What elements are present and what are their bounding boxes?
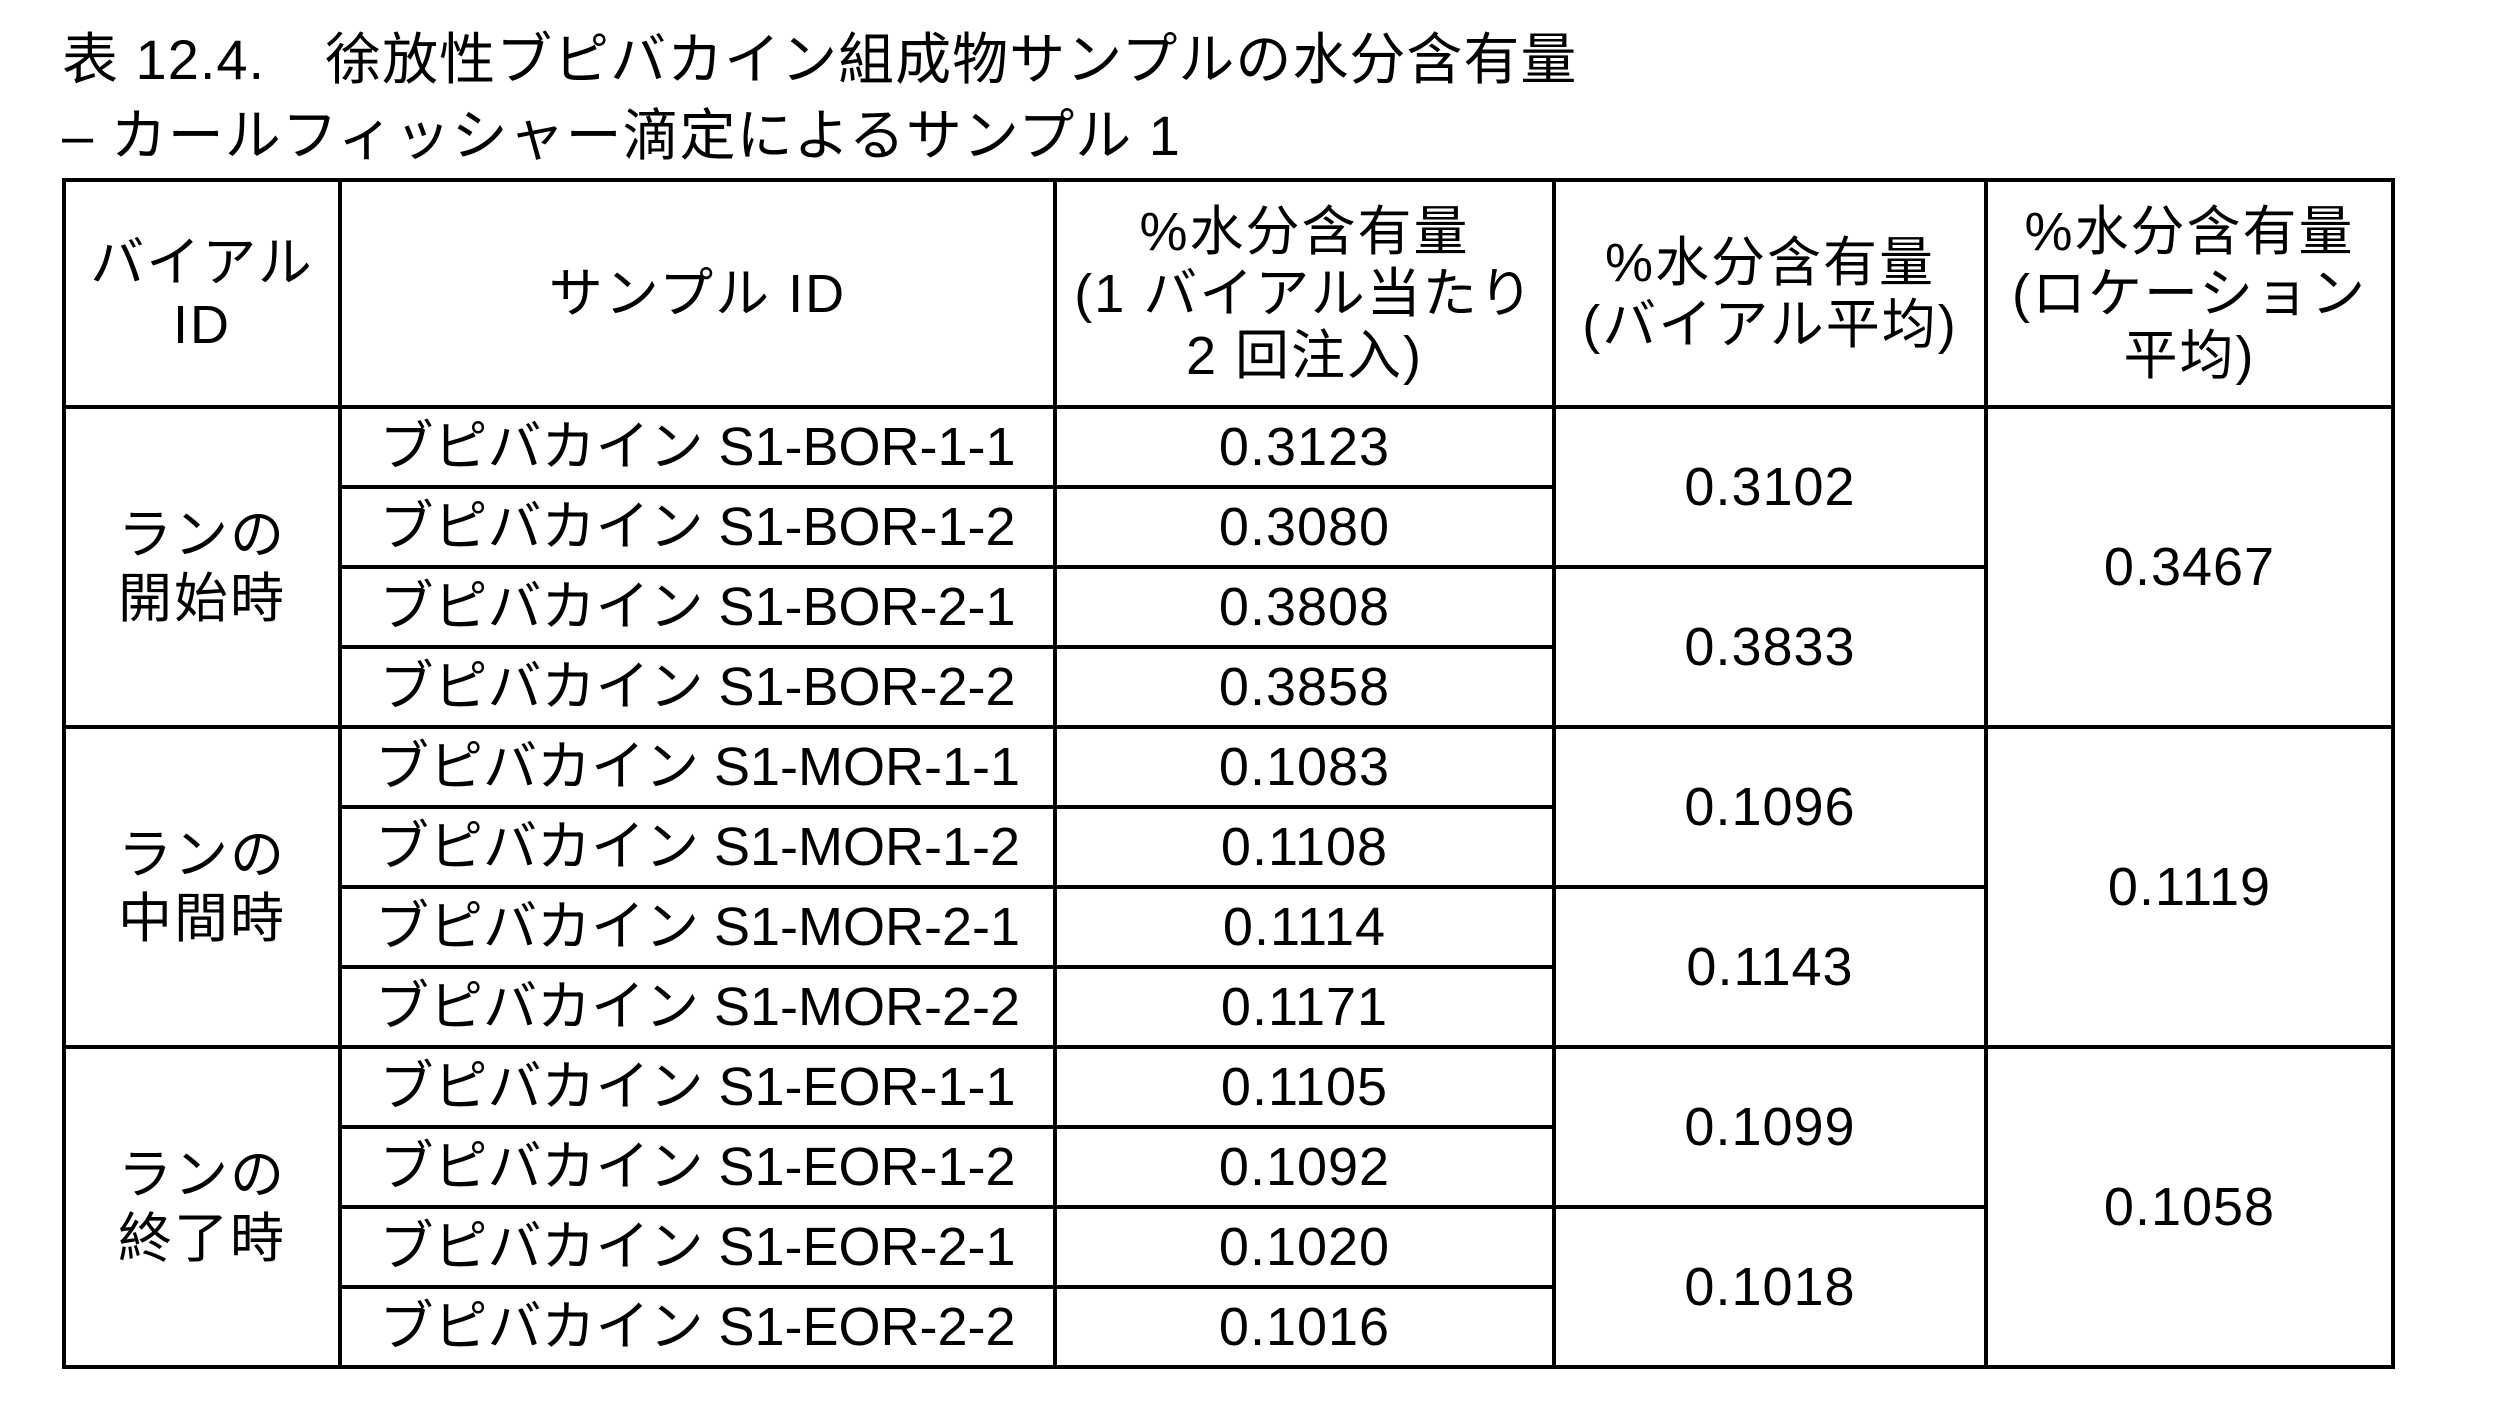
sample-id: ブピバカイン S1-MOR-2-2	[338, 965, 1057, 1049]
group-label-end: ランの 終了時	[62, 1045, 342, 1369]
injection-value: 0.1105	[1053, 1045, 1556, 1129]
injection-value: 0.3080	[1053, 485, 1556, 569]
sample-id: ブピバカイン S1-BOR-1-1	[338, 405, 1057, 489]
table-row: ランの 中間時 ブピバカイン S1-MOR-1-1 0.1083 0.1096 …	[62, 725, 2395, 1049]
table-row: ブピバカイン S1-EOR-2-1 0.1020 0.1018	[64, 1205, 2393, 1369]
location-average: 0.1058	[1984, 1045, 2395, 1369]
table-row: ブピバカイン S1-BOR-2-1 0.3808 0.3833	[64, 565, 2393, 729]
table-subtitle: – カールフィッシャー滴定によるサンプル 1	[62, 104, 1181, 167]
water-content-table: バイアル ID サンプル ID %水分含有量 (1 バイアル当たり 2 回注入)…	[62, 178, 2395, 1369]
location-average: 0.3467	[1984, 405, 2395, 729]
sample-id: ブピバカイン S1-MOR-1-2	[338, 805, 1057, 889]
table-caption: 表 12.4. 徐放性ブピバカイン組成物サンプルの水分含有量	[62, 26, 1577, 94]
injection-value: 0.1020	[1053, 1205, 1556, 1289]
table-row: ブピバカイン S1-EOR-2-2 0.1016	[64, 1285, 2393, 1369]
vial-average: 0.1143	[1552, 885, 1988, 1049]
injection-value: 0.1083	[1053, 725, 1556, 809]
header-per-injection: %水分含有量 (1 バイアル当たり 2 回注入)	[1053, 178, 1556, 409]
sample-id: ブピバカイン S1-BOR-2-2	[338, 645, 1057, 729]
group-label-start: ランの 開始時	[62, 405, 342, 729]
vial-average: 0.1018	[1552, 1205, 1988, 1369]
header-vial-average: %水分含有量 (バイアル平均)	[1552, 178, 1988, 409]
table-row: ブピバカイン S1-BOR-1-2 0.3080	[64, 485, 2393, 569]
table-row: ブピバカイン S1-MOR-2-2 0.1171	[64, 965, 2393, 1049]
injection-value: 0.3123	[1053, 405, 1556, 489]
sample-id: ブピバカイン S1-BOR-1-2	[338, 485, 1057, 569]
header-location-average: %水分含有量 (ロケーション 平均)	[1984, 178, 2395, 409]
injection-value: 0.1016	[1053, 1285, 1556, 1369]
injection-value: 0.1114	[1053, 885, 1556, 969]
table-row: ブピバカイン S1-MOR-1-2 0.1108	[64, 805, 2393, 889]
table-title: 徐放性ブピバカイン組成物サンプルの水分含有量	[325, 28, 1578, 91]
vial-average: 0.1096	[1552, 725, 1988, 889]
header-row: バイアル ID サンプル ID %水分含有量 (1 バイアル当たり 2 回注入)…	[62, 178, 2395, 409]
sample-id: ブピバカイン S1-MOR-2-1	[338, 885, 1057, 969]
injection-value: 0.3808	[1053, 565, 1556, 649]
injection-value: 0.3858	[1053, 645, 1556, 729]
sample-id: ブピバカイン S1-EOR-2-1	[338, 1205, 1057, 1289]
group-label-middle: ランの 中間時	[62, 725, 342, 1049]
vial-average: 0.1099	[1552, 1045, 1988, 1209]
sample-id: ブピバカイン S1-EOR-1-1	[338, 1045, 1057, 1129]
sample-id: ブピバカイン S1-EOR-1-2	[338, 1125, 1057, 1209]
table-row: ランの 開始時 ブピバカイン S1-BOR-1-1 0.3123 0.3102 …	[62, 405, 2395, 729]
table-row: ブピバカイン S1-BOR-2-2 0.3858	[64, 645, 2393, 729]
sample-id: ブピバカイン S1-EOR-2-2	[338, 1285, 1057, 1369]
table-row: ブピバカイン S1-EOR-1-2 0.1092	[64, 1125, 2393, 1209]
vial-average: 0.3833	[1552, 565, 1988, 729]
injection-value: 0.1108	[1053, 805, 1556, 889]
table-row: ブピバカイン S1-MOR-2-1 0.1114 0.1143	[64, 885, 2393, 1049]
injection-value: 0.1171	[1053, 965, 1556, 1049]
injection-value: 0.1092	[1053, 1125, 1556, 1209]
table-number: 表 12.4.	[62, 28, 266, 91]
sample-id: ブピバカイン S1-BOR-2-1	[338, 565, 1057, 649]
header-vial-id: バイアル ID	[62, 178, 342, 409]
location-average: 0.1119	[1984, 725, 2395, 1049]
header-sample-id: サンプル ID	[338, 178, 1057, 409]
sample-id: ブピバカイン S1-MOR-1-1	[338, 725, 1057, 809]
table-row: ランの 終了時 ブピバカイン S1-EOR-1-1 0.1105 0.1099 …	[62, 1045, 2395, 1369]
vial-average: 0.3102	[1552, 405, 1988, 569]
